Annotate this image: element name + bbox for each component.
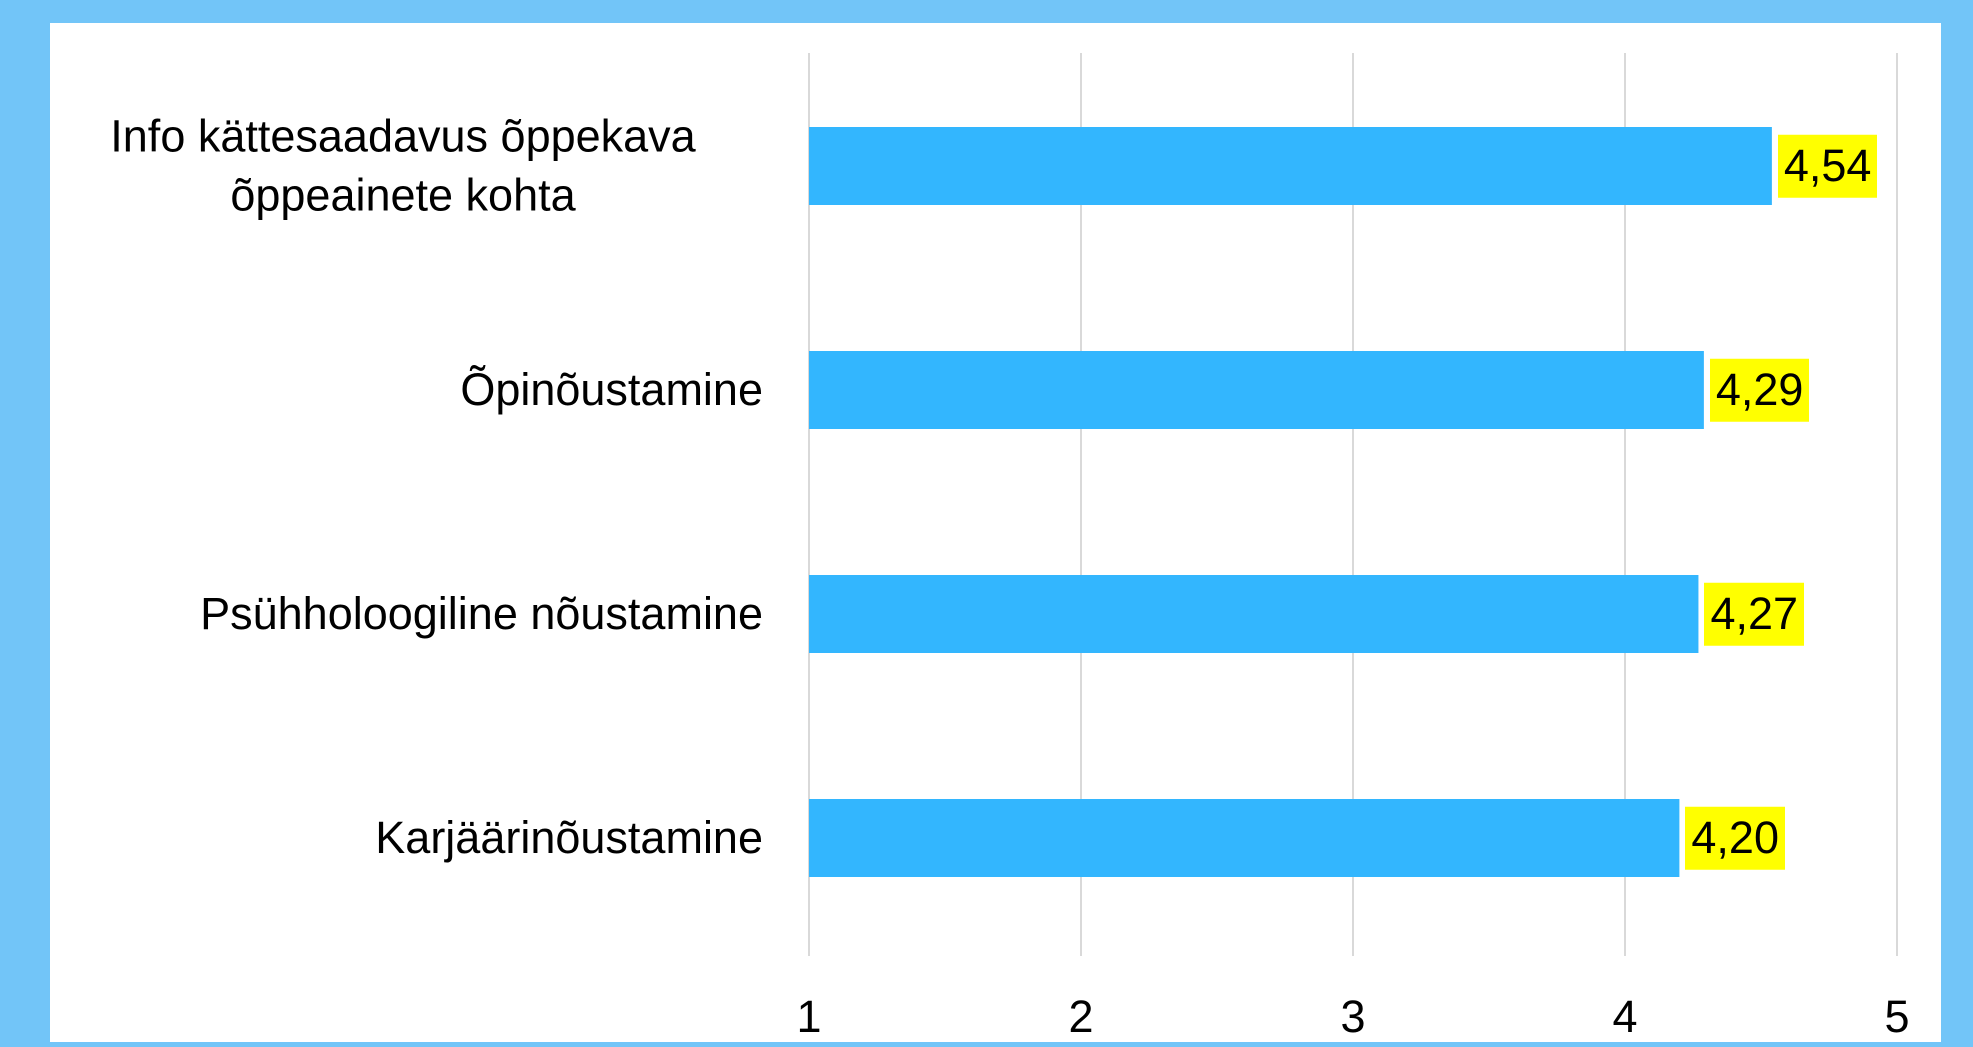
category-label: Õpinõustamine	[460, 363, 763, 415]
category-label: Info kättesaadavus õppekava õppeainete k…	[110, 110, 696, 221]
x-tick-label: 3	[1340, 991, 1366, 1042]
data-label: 4,27	[1704, 582, 1805, 646]
x-tick-label: 5	[1884, 991, 1910, 1042]
category-label: Karjäärinõustamine	[375, 811, 763, 863]
data-label: 4,54	[1777, 134, 1878, 198]
x-tick-label: 2	[1068, 991, 1094, 1042]
category-label: Psühholoogiline nõustamine	[200, 587, 763, 639]
bar	[809, 127, 1772, 205]
bar	[809, 575, 1699, 653]
x-tick-label: 1	[796, 991, 822, 1042]
data-label: 4,29	[1709, 358, 1810, 422]
x-tick-label: 4	[1612, 991, 1638, 1042]
data-label: 4,20	[1685, 806, 1785, 870]
bar	[809, 351, 1704, 429]
bar	[809, 799, 1680, 877]
